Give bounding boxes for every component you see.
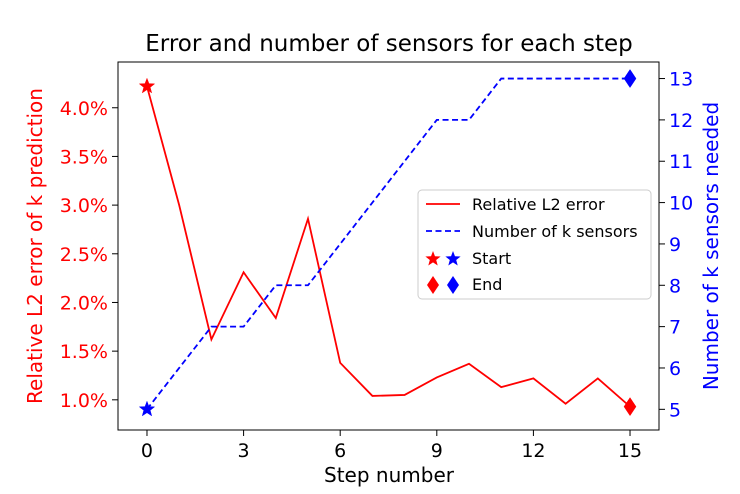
- marker-layer: [138, 69, 637, 417]
- y-axis-label-left: Relative L2 error of k prediction: [23, 88, 47, 404]
- y-right-tick-label: 7: [669, 317, 681, 339]
- y-left-tick-label: 1.5%: [60, 341, 108, 363]
- legend-box: [417, 189, 652, 300]
- series-layer: [146, 77, 631, 410]
- legend-marker-blue: [447, 276, 459, 294]
- y-left-tick-label: 4.0%: [60, 98, 108, 120]
- y-left-tick-label: 3.5%: [60, 146, 108, 168]
- y-left-tick-label: 2.0%: [60, 292, 108, 314]
- y-right-tick-label: 11: [669, 151, 693, 173]
- legend-label: Number of k sensors: [472, 222, 638, 241]
- y-left-tick-label: 1.0%: [60, 390, 108, 412]
- y-left-tick-label: 2.5%: [60, 244, 108, 266]
- y-axis-label-right: Number of k sensors needed: [699, 102, 723, 390]
- x-tick-label: 9: [431, 440, 443, 462]
- y-right-tick-label: 10: [669, 193, 693, 215]
- y-right-tick-label: 9: [669, 234, 681, 256]
- y-right-tick-label: 8: [669, 275, 681, 297]
- plot-frame: [117, 61, 660, 431]
- end-marker-red: [623, 397, 637, 417]
- y-right-tick-label: 12: [669, 110, 693, 132]
- legend-marker-blue: [445, 251, 461, 266]
- y-axis-right: 5 6 7 8 9 10 11 12 13: [659, 69, 693, 421]
- x-tick-label: 0: [141, 440, 153, 462]
- y-axis-left: 1.0% 1.5% 2.0% 2.5% 3.0% 3.5% 4.0%: [60, 98, 118, 412]
- start-marker-red: [138, 77, 156, 94]
- start-marker-blue: [138, 400, 156, 417]
- x-axis: 0 3 6 9 12 15: [141, 430, 642, 462]
- x-tick-label: 6: [334, 440, 346, 462]
- end-marker-blue: [623, 69, 637, 88]
- x-axis-label: Step number: [324, 463, 455, 487]
- chart-title: Error and number of sensors for each ste…: [145, 31, 633, 57]
- x-tick-label: 15: [618, 440, 642, 462]
- x-tick-label: 3: [238, 440, 250, 462]
- series-line-relative-l2-error: [146, 86, 631, 408]
- x-tick-label: 12: [521, 440, 545, 462]
- legend: Relative L2 error Number of k sensors Star…: [417, 189, 652, 300]
- y-right-tick-label: 6: [669, 358, 681, 380]
- legend-items: Relative L2 error Number of k sensors Star…: [425, 195, 638, 294]
- legend-label: Relative L2 error: [472, 195, 605, 214]
- legend-label: Start: [472, 249, 511, 268]
- y-left-tick-label: 3.0%: [60, 195, 108, 217]
- legend-marker-red: [427, 276, 439, 294]
- series-line-number-of-k-sensors: [146, 77, 631, 410]
- y-right-tick-label: 13: [669, 69, 693, 91]
- legend-marker-red: [425, 251, 441, 266]
- y-right-tick-label: 5: [669, 399, 681, 421]
- legend-label: End: [472, 275, 502, 294]
